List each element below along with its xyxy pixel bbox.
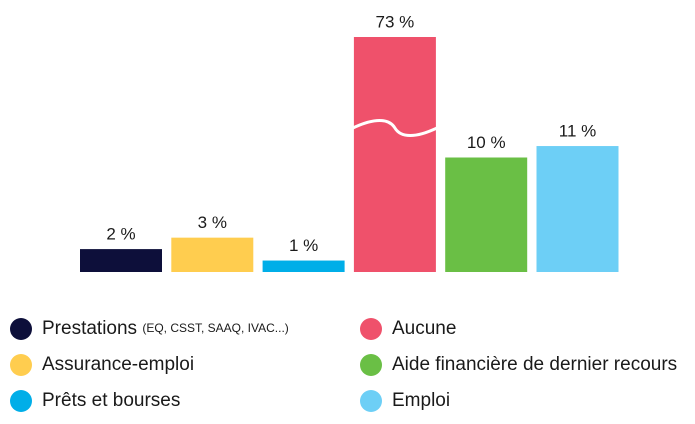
legend-label: Aucune [392, 318, 456, 339]
legend-swatch [360, 318, 382, 340]
legend-label: Emploi [392, 390, 450, 411]
axis-break [352, 119, 438, 137]
legend-swatch [10, 354, 32, 376]
bar [171, 237, 254, 272]
legend-swatch [10, 390, 32, 412]
bar [80, 249, 162, 272]
value-label: 1 % [289, 236, 318, 255]
legend-label: Aide financière de dernier recours [392, 354, 677, 375]
value-label: 11 % [559, 122, 597, 141]
value-label: 10 % [467, 133, 506, 152]
legend-swatch [10, 318, 32, 340]
bar [536, 146, 619, 272]
value-label: 73 % [376, 12, 415, 31]
legend-label: Assurance-emploi [42, 354, 194, 375]
bar [262, 260, 345, 272]
bar [445, 157, 528, 272]
legend-swatch [360, 390, 382, 412]
legend-label: Prestations (EQ, CSST, SAAQ, IVAC...) [42, 318, 289, 339]
value-label: 3 % [198, 213, 227, 232]
bar [353, 37, 436, 272]
legend-swatch [360, 354, 382, 376]
value-label: 2 % [106, 225, 135, 244]
legend-label: Prêts et bourses [42, 390, 180, 411]
